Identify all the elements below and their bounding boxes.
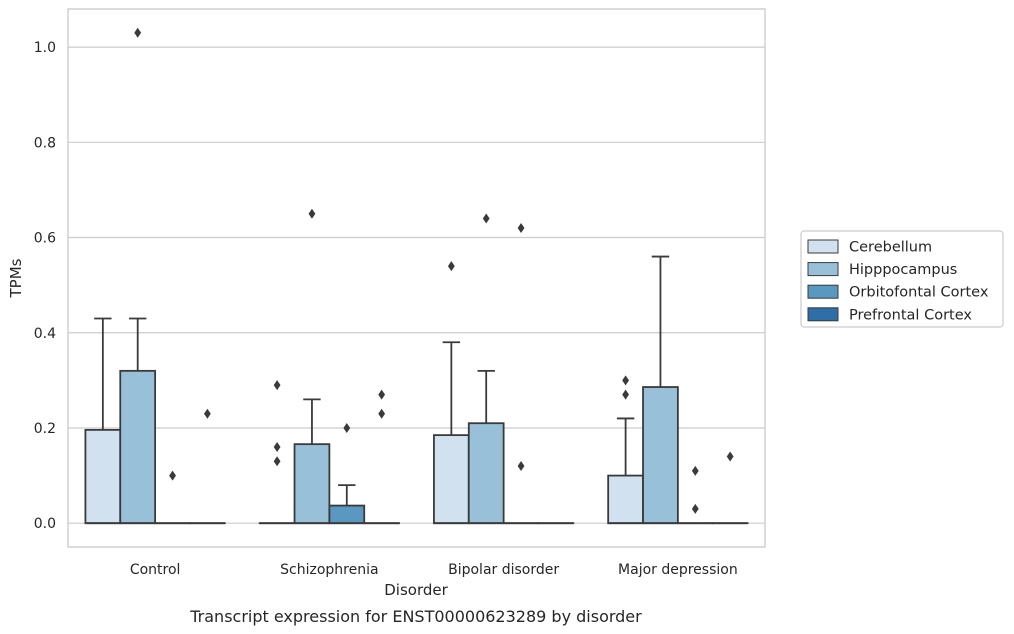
y-tick-label: 0.0 (34, 516, 56, 532)
y-tick-label: 0.4 (34, 326, 56, 342)
outlier-marker (134, 27, 142, 38)
y-axis-label: TPMs (7, 258, 25, 298)
legend-label: Cerebellum (849, 240, 932, 256)
outlier-marker (517, 461, 525, 472)
legend-swatch (807, 307, 839, 322)
outlier-marker (447, 261, 455, 272)
outlier-marker (378, 408, 386, 419)
box-group (433, 261, 470, 525)
x-axis-label: Disorder (384, 581, 448, 599)
outlier-marker (343, 422, 351, 433)
box-group (189, 408, 226, 525)
y-tick-label: 0.8 (34, 135, 56, 151)
box-group (154, 470, 191, 525)
legend: Cerebellum Hipppocampus Orbitofontal Corte… (800, 230, 1004, 328)
outlier-marker (169, 470, 176, 481)
plot-frame (67, 8, 766, 548)
legend-swatch (807, 284, 839, 299)
box-group (467, 213, 505, 525)
box (642, 386, 679, 525)
box-group (711, 451, 749, 525)
box-group (642, 255, 679, 525)
box (293, 443, 331, 525)
box (119, 369, 157, 525)
box (467, 422, 505, 525)
box-group (293, 208, 331, 525)
box (84, 428, 122, 525)
box (607, 474, 644, 525)
legend-label: Orbitofontal Cortex (849, 285, 989, 301)
outlier-marker (482, 213, 490, 224)
box-group (363, 389, 400, 525)
outlier-marker (308, 208, 316, 219)
x-tick-label: Schizophrenia (280, 562, 378, 578)
outlier-marker (204, 408, 211, 419)
box (433, 434, 470, 525)
legend-label: Prefrontal Cortex (849, 307, 972, 323)
outlier-marker (622, 375, 629, 386)
box-group (119, 27, 157, 525)
outlier-marker (273, 456, 281, 467)
legend-swatch (807, 239, 839, 254)
box-group (676, 465, 714, 525)
legend-swatch (807, 262, 839, 277)
box-plot-series (84, 27, 749, 525)
x-tick-label: Control (130, 562, 181, 578)
outlier-marker (517, 223, 525, 234)
outlier-marker (691, 503, 699, 514)
y-axis-ticks: 0.0 0.2 0.4 0.6 0.8 1.0 (34, 40, 56, 532)
outlier-marker (378, 389, 386, 400)
outlier-marker (273, 380, 281, 391)
box-group (84, 317, 122, 525)
box-group (502, 223, 540, 525)
chart-caption: Transcript expression for ENST0000062328… (189, 607, 642, 626)
outlier-marker (273, 442, 281, 453)
outlier-marker (726, 451, 734, 462)
y-tick-label: 0.2 (34, 421, 56, 437)
x-axis-ticks: Control Schizophrenia Bipolar disorder Majo… (130, 562, 738, 578)
outlier-marker (691, 465, 699, 476)
legend-box (800, 230, 1004, 328)
box-group (607, 375, 644, 525)
box-group (328, 422, 366, 525)
y-tick-label: 0.6 (34, 231, 56, 247)
y-tick-label: 1.0 (34, 40, 56, 56)
x-tick-label: Major depression (618, 562, 738, 578)
legend-label: Hipppocampus (849, 262, 957, 278)
box (328, 504, 366, 525)
box-group (258, 380, 296, 525)
x-tick-label: Bipolar disorder (448, 562, 559, 578)
outlier-marker (622, 389, 629, 400)
